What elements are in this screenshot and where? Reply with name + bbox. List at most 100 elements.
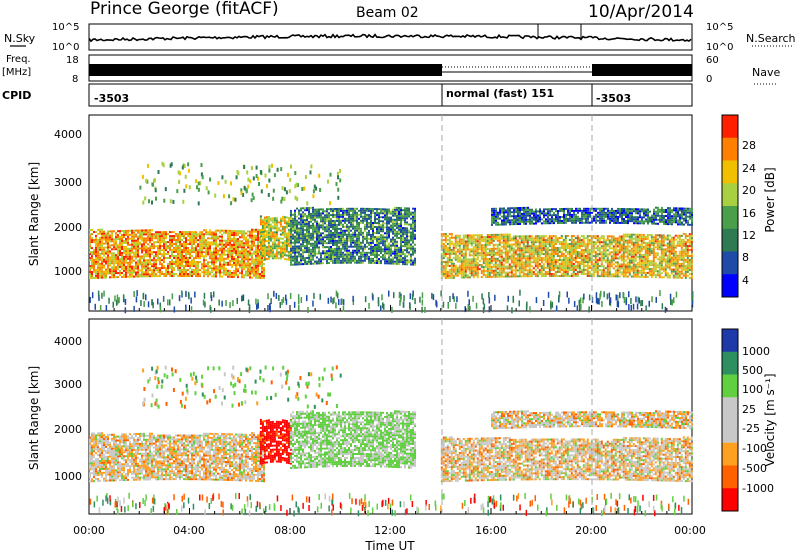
power-echo-cell [239,246,241,249]
power-echo-cell [562,271,565,273]
power-echo-cell [498,247,501,250]
power-echo-cell [404,229,406,232]
power-echo-cell [536,261,539,264]
power-echo-cell [306,262,308,265]
power-echo-cell [524,267,527,270]
power-echo-cell [590,263,593,266]
power-echo-cell [89,251,91,254]
power-echo-cell [590,261,593,264]
power-echo-cell [101,236,103,239]
power-echo-cell [394,238,396,241]
power-echo-cell [442,251,445,254]
power-echo-cell [400,225,402,227]
power-echo-cell [229,233,231,236]
power-echo-cell [157,267,159,270]
power-echo-cell [544,247,547,250]
power-echo-cell [219,235,221,238]
power-echo-cell [540,271,543,274]
power-echo-cell [243,274,245,277]
power-echo-cell [586,255,589,258]
power-echo-cell [326,214,328,217]
power-echo-cell [502,271,505,274]
power-echo-cell [506,239,509,242]
power-echo-cell [287,252,290,255]
power-echo-cell [360,207,362,210]
power-echo-cell [412,239,414,242]
power-echo-cell [556,267,559,269]
power-echo-cell [253,228,255,231]
power-echo-cell [213,257,215,260]
power-echo-cell [592,245,595,248]
power-echo-cell [203,241,205,244]
power-echo-cell [498,237,501,240]
power-echo-cell [91,255,93,258]
power-echo-cell [394,256,396,259]
power-echo-cell [588,259,591,262]
power-echo-cell [151,245,153,248]
power-echo-cell [302,219,304,222]
power-echo-cell [326,258,328,261]
power-echo-cell [316,222,318,225]
power-echo-cell [398,213,400,215]
power-echo-cell [191,233,193,236]
power-echo-cell [368,257,370,260]
power-echo-cell [496,249,499,252]
power-echo-cell [167,265,169,267]
power-echo-cell [119,264,121,266]
power-echo-cell [257,256,259,259]
power-echo-cell [308,250,310,253]
power-echo-cell [241,272,243,275]
power-echo-cell [247,254,249,257]
power-echo-cell [472,266,475,269]
power-echo-cell [360,241,362,244]
power-echo-cell [251,254,253,257]
power-echo-cell [159,235,161,238]
power-echo-cell [308,226,310,229]
power-echo-cell [245,254,247,257]
power-echo-cell [482,240,485,243]
power-echo-cell [582,269,585,271]
power-echo-cell [552,261,555,263]
power-echo-cell [522,245,525,248]
power-echo-cell [123,236,125,238]
power-echo-cell [600,255,603,258]
power-echo-cell [560,245,563,247]
power-echo-cell [408,207,410,210]
power-echo-cell [360,259,362,262]
power-echo-cell [113,272,115,275]
power-echo-cell [498,275,501,278]
power-echo-cell [271,247,274,250]
power-echo-cell [326,218,328,221]
power-echo-cell [245,242,247,245]
power-echo-cell [490,267,493,270]
power-echo-cell [600,237,603,240]
power-echo-cell [330,256,332,258]
power-echo-cell [366,239,368,242]
power-echo-cell [402,259,404,262]
power-echo-cell [115,272,117,275]
power-echo-cell [219,229,221,232]
power-echo-cell [392,220,394,223]
power-echo-cell [326,210,328,213]
power-echo-cell [514,251,517,254]
power-echo-cell [358,249,360,252]
power-echo-cell [514,261,517,264]
power-echo-cell [91,277,93,279]
power-echo-cell [608,271,611,274]
power-echo-cell [520,257,523,260]
power-echo-cell [119,246,121,249]
power-echo-cell [412,251,414,254]
power-echo-cell [290,243,292,246]
power-echo-cell [289,215,292,218]
power-echo-cell [336,235,338,238]
power-echo-cell [354,217,356,220]
power-echo-cell [356,241,358,244]
power-echo-cell [183,265,185,267]
power-echo-cell [89,271,91,274]
power-echo-cell [556,249,559,251]
power-echo-cell [221,255,223,258]
power-echo-cell [310,252,312,255]
power-echo-cell [474,240,477,243]
power-echo-cell [113,262,115,265]
power-echo-cell [322,236,324,239]
